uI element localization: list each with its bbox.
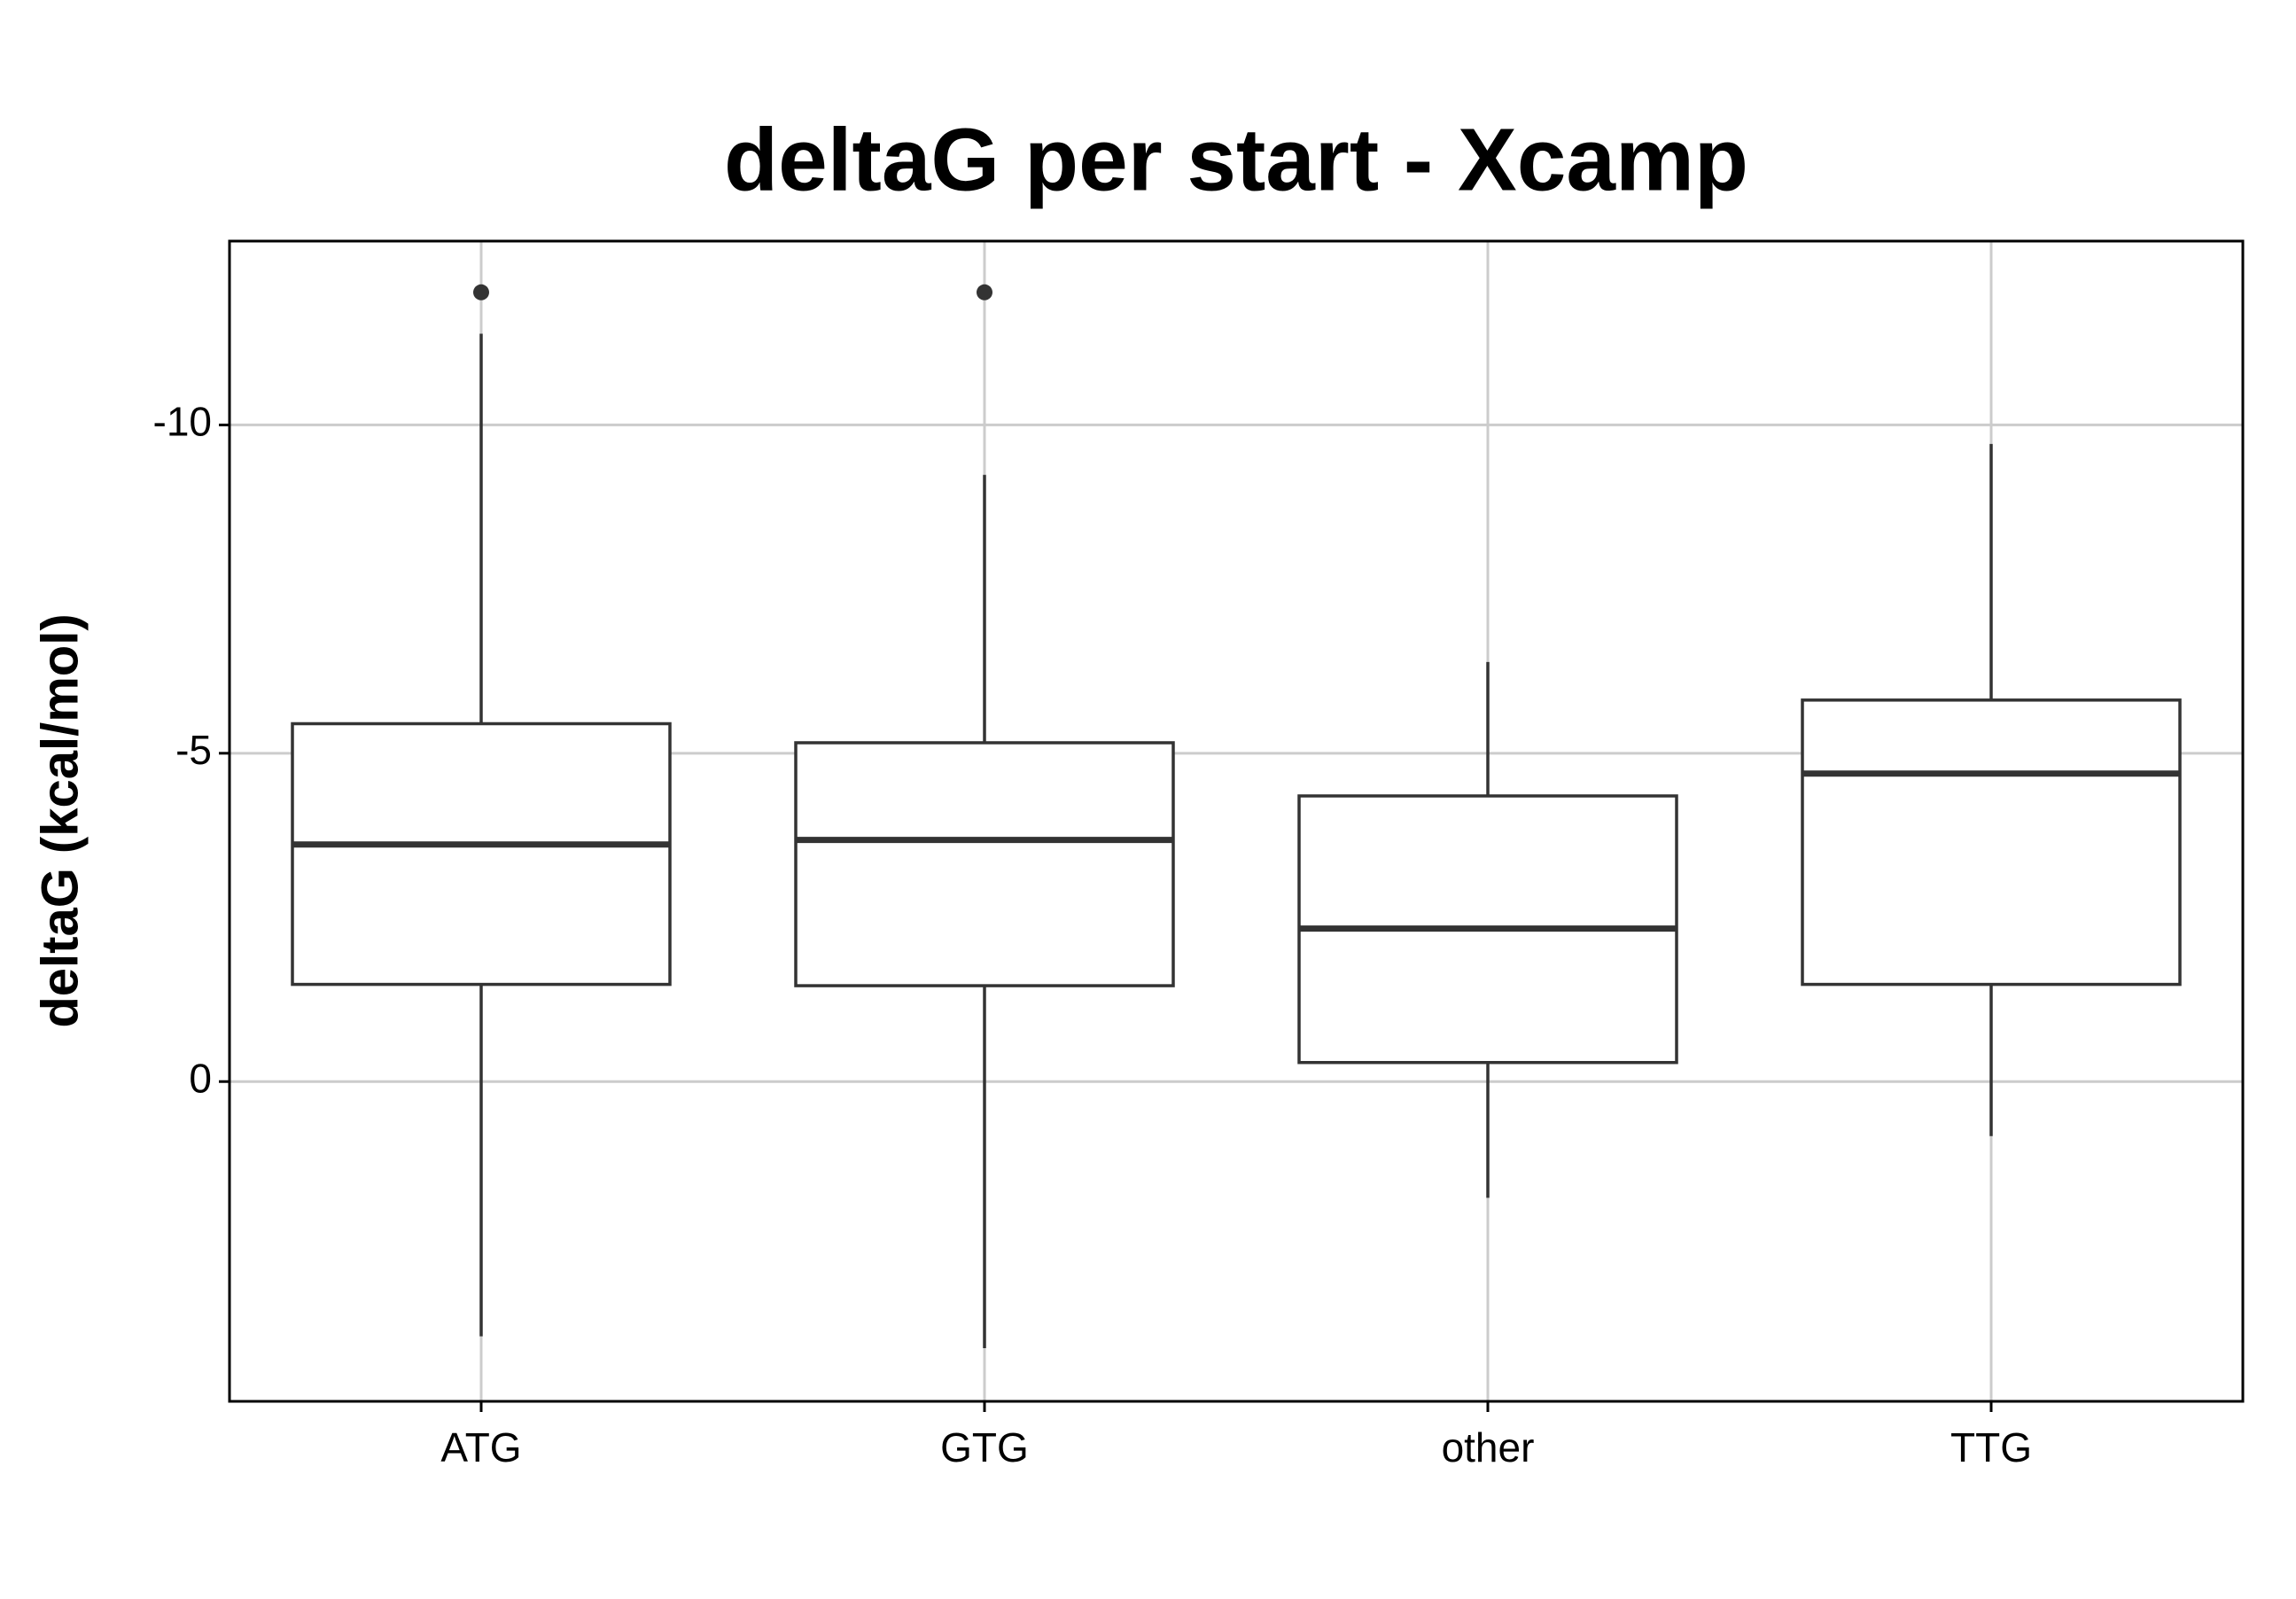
x-tick-label: other xyxy=(1442,1424,1535,1470)
x-tick-label: ATG xyxy=(440,1424,521,1470)
y-tick-label: -5 xyxy=(175,727,212,773)
y-tick-label: -10 xyxy=(153,399,212,445)
x-tick-label: TTG xyxy=(1950,1424,2032,1470)
plot-border xyxy=(228,239,2245,1403)
x-tick-label: GTG xyxy=(940,1424,1029,1470)
y-axis-title: deltaG (kcal/mol) xyxy=(31,613,89,1027)
y-tick-label: 0 xyxy=(189,1055,212,1101)
chart-title: deltaG per start - Xcamp xyxy=(724,110,1748,209)
outlier xyxy=(977,284,992,300)
outlier xyxy=(473,284,489,300)
box xyxy=(1801,698,2182,987)
box xyxy=(291,722,672,987)
box xyxy=(794,741,1175,987)
